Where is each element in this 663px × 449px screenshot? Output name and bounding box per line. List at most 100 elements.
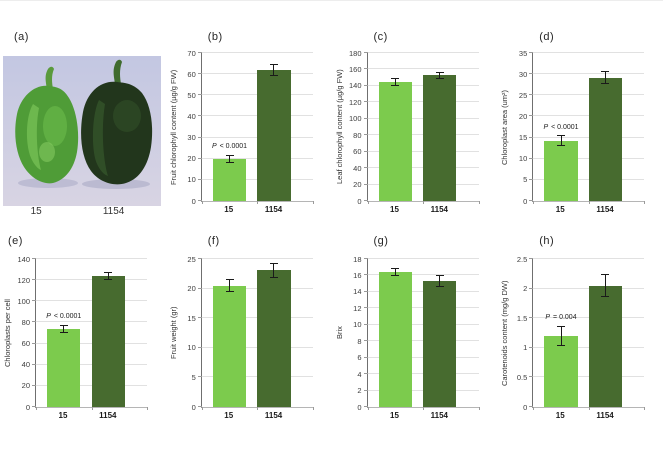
y-axis-ticks: 0 10 20 30 40 50 60 70	[181, 49, 201, 206]
chart-brix: Brix 0 2 4 6 8 10 12 14 16 18 15 1154	[332, 255, 480, 424]
x-tick-mark	[423, 407, 424, 410]
panel-f-label: (f)	[207, 235, 220, 247]
x-axis-labels: 15 1154	[201, 408, 313, 424]
pepper-1154-caption: 1154	[102, 206, 125, 217]
plot-area: P < 0.0001	[32, 258, 148, 410]
y-tick-label: 0	[357, 402, 362, 412]
y-tick-mark	[363, 68, 368, 70]
y-tick-label: 60	[21, 339, 30, 349]
y-tick-mark	[363, 52, 368, 53]
y-tick-mark	[363, 117, 368, 119]
y-tick-label: 50	[187, 90, 196, 100]
chart-carotenoids: Carotenoids content (mg/g DW) 0 0.5 1 1.5 2 2.…	[497, 255, 646, 424]
panel-g-label: (g)	[373, 235, 389, 247]
y-tick-label: 140	[348, 81, 362, 91]
x-category-label: 1154	[264, 411, 283, 420]
panel-e: (e) Chloroplasts per cell 0 20 40 60 80 100 120…	[0, 225, 166, 449]
error-bar-1154	[435, 275, 444, 287]
y-tick-mark	[197, 178, 202, 180]
p-value-symbol: P	[211, 143, 217, 151]
pepper-15-caption: 15	[30, 206, 42, 217]
y-tick-label: 100	[17, 296, 30, 306]
y-tick-label: 35	[518, 48, 528, 58]
y-tick-label: 40	[187, 111, 196, 121]
error-bar-15	[391, 268, 400, 277]
y-tick-label: 1	[523, 343, 528, 353]
y-tick-mark	[197, 136, 202, 138]
x-category-label: 1154	[99, 411, 117, 420]
x-category-label: 1154	[596, 411, 614, 420]
bar-15	[544, 335, 578, 407]
photo-captions: 15 1154	[3, 206, 161, 220]
x-category-label: 15	[555, 205, 565, 214]
p-value-symbol: P	[545, 314, 551, 322]
y-axis-label: Brix	[334, 326, 344, 340]
bar-1154	[588, 285, 623, 407]
plot-area	[363, 258, 480, 410]
pepper-15-stem	[45, 66, 54, 90]
x-tick-mark	[478, 407, 480, 410]
y-tick-mark	[363, 373, 368, 375]
y-tick-mark	[363, 258, 368, 259]
bar-15	[378, 81, 412, 201]
bar-1154	[91, 275, 125, 407]
y-tick-mark	[32, 342, 36, 344]
x-axis-labels: 15 1154	[201, 202, 313, 218]
error-bar-line	[439, 276, 441, 286]
y-tick-label: 0	[523, 196, 528, 206]
y-tick-mark	[363, 323, 368, 325]
y-tick-mark	[363, 307, 368, 309]
y-axis-ticks: 0 5 10 15 20 25	[181, 255, 201, 412]
y-tick-label: 80	[21, 317, 30, 327]
pepper-15-glare	[39, 142, 55, 162]
plot-area	[197, 258, 314, 410]
y-tick-label: 40	[353, 163, 362, 173]
y-tick-mark	[529, 346, 534, 348]
error-bar-15	[225, 154, 234, 163]
y-tick-label: 5	[523, 175, 528, 185]
y-tick-mark	[197, 157, 202, 159]
pepper-15-highlight	[26, 104, 41, 170]
y-tick-label: 80	[353, 130, 362, 140]
error-bar-15	[391, 77, 400, 86]
y-tick-mark	[197, 73, 202, 75]
x-tick-mark	[644, 407, 646, 410]
y-tick-label: 20	[187, 154, 196, 164]
panel-g: (g) Brix 0 2 4 6 8 10 12 14 16 18 15 1154	[332, 225, 498, 449]
y-tick-label: 0	[523, 402, 528, 412]
error-bar-15	[59, 324, 68, 333]
y-tick-mark	[529, 157, 534, 159]
p-value-annotation: P < 0.0001	[46, 313, 82, 321]
y-tick-mark	[197, 258, 202, 259]
y-tick-label: 10	[353, 320, 362, 330]
x-tick-mark	[257, 201, 259, 204]
panel-c: (c) Leaf chlorophyll content (µg/g FW) 0 2…	[332, 1, 498, 225]
y-tick-mark	[363, 406, 368, 407]
panel-b: (b) Fruit chlorophyll content (µg/g FW) 0…	[166, 1, 332, 225]
x-tick-mark	[478, 201, 480, 204]
error-bar-15	[225, 279, 234, 293]
x-tick-mark	[312, 201, 314, 204]
y-tick-label: 16	[353, 270, 362, 280]
x-tick-mark	[147, 407, 148, 410]
error-bar-1154	[269, 63, 278, 77]
error-bar-1154	[269, 262, 278, 278]
y-tick-mark	[529, 178, 534, 180]
y-tick-mark	[197, 200, 202, 201]
x-tick-mark	[201, 407, 203, 410]
y-axis-ticks: 0 0.5 1 1.5 2 2.5	[512, 255, 532, 412]
y-tick-mark	[363, 101, 368, 103]
y-tick-label: 100	[348, 114, 362, 124]
x-tick-mark	[423, 201, 424, 204]
chart-chloroplast-area: Chloroplast area (um²) 0 5 10 15 20 25 30 35 P < …	[497, 49, 646, 218]
y-tick-mark	[197, 52, 202, 53]
bar-15	[212, 158, 247, 201]
error-bar-1154	[601, 70, 610, 85]
gridline	[367, 68, 479, 70]
y-tick-label: 5	[191, 372, 196, 382]
error-bar-line	[229, 155, 230, 162]
error-bar-15	[557, 325, 565, 347]
error-bar-line	[560, 136, 562, 145]
y-tick-label: 10	[518, 154, 528, 164]
y-tick-mark	[363, 389, 368, 391]
